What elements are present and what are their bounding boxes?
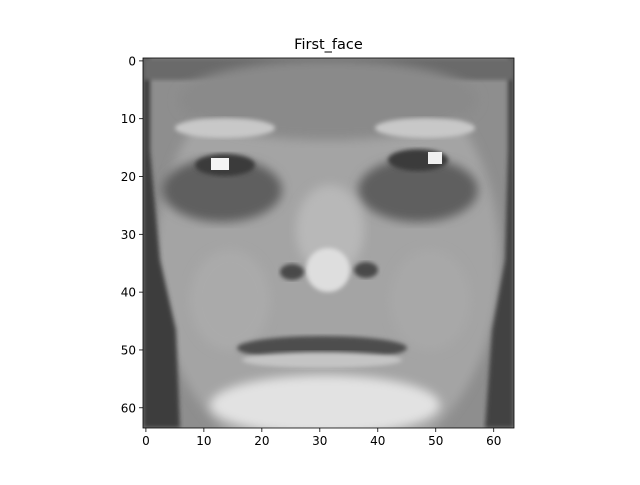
- x-axis: 0 10 20 30 40 50 60: [142, 428, 501, 448]
- x-tick-label: 60: [486, 434, 501, 448]
- x-tick-label: 0: [142, 434, 150, 448]
- y-tick-label: 0: [128, 54, 136, 68]
- y-tick-label: 50: [121, 343, 136, 357]
- y-axis: 0 10 20 30 40 50 60: [121, 54, 143, 415]
- x-tick-label: 30: [312, 434, 327, 448]
- y-tick-label: 20: [121, 170, 136, 184]
- y-tick-label: 30: [121, 228, 136, 242]
- y-tick-label: 10: [121, 112, 136, 126]
- x-tick-label: 50: [428, 434, 443, 448]
- face-image: [143, 58, 514, 428]
- y-tick-label: 40: [121, 286, 136, 300]
- axes-frame: [142, 57, 515, 429]
- x-tick-label: 10: [196, 434, 211, 448]
- chart-title: First_face: [294, 37, 363, 53]
- x-tick-label: 20: [254, 434, 269, 448]
- x-tick-label: 40: [370, 434, 385, 448]
- y-tick-label: 60: [121, 401, 136, 415]
